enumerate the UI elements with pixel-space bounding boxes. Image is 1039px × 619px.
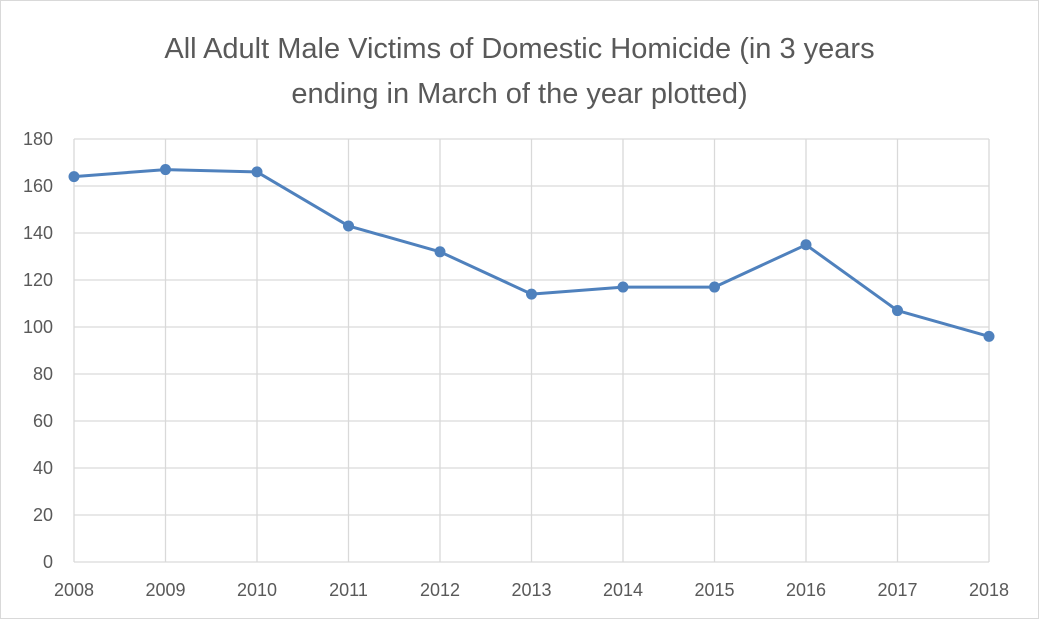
x-tick-label: 2008: [54, 580, 94, 600]
data-point: [68, 171, 80, 183]
data-point: [251, 166, 263, 178]
data-point: [709, 281, 720, 293]
y-axis-ticks: 0 20 40 60 80 100 120 140 160 180: [23, 129, 53, 572]
data-point: [160, 164, 171, 176]
y-tick-label: 80: [33, 364, 53, 384]
data-point: [526, 288, 537, 300]
data-point: [434, 246, 446, 258]
x-tick-label: 2018: [969, 580, 1009, 600]
chart-title-line-2: ending in March of the year plotted): [291, 78, 748, 110]
y-tick-label: 60: [33, 411, 53, 431]
chart-title: All Adult Male Victims of Domestic Homic…: [1, 27, 1038, 117]
x-tick-label: 2012: [420, 580, 460, 600]
data-point: [983, 330, 995, 342]
y-tick-label: 120: [23, 270, 53, 290]
y-tick-label: 100: [23, 317, 53, 337]
data-point: [892, 305, 903, 317]
x-axis-ticks: 2008 2009 2010 2011 2012 2013 2014 2015 2016 2017…: [54, 580, 1009, 600]
x-tick-label: 2014: [603, 580, 643, 600]
series-layer: [68, 164, 995, 342]
y-tick-label: 140: [23, 223, 53, 243]
x-tick-label: 2011: [329, 580, 368, 600]
y-tick-label: 20: [33, 505, 53, 525]
chart-title-line-1: All Adult Male Victims of Domestic Homic…: [164, 33, 875, 65]
data-point: [800, 239, 812, 251]
y-tick-label: 160: [23, 176, 53, 196]
data-point: [343, 220, 354, 232]
x-tick-label: 2013: [511, 580, 551, 600]
y-tick-label: 180: [23, 129, 53, 149]
x-tick-label: 2016: [786, 580, 826, 600]
x-tick-label: 2010: [237, 580, 277, 600]
y-tick-label: 0: [43, 552, 53, 572]
data-point: [617, 281, 629, 293]
x-tick-label: 2015: [694, 580, 734, 600]
y-tick-label: 40: [33, 458, 53, 478]
gridlines: [73, 138, 990, 563]
x-tick-label: 2009: [145, 580, 185, 600]
x-tick-label: 2017: [877, 580, 917, 600]
